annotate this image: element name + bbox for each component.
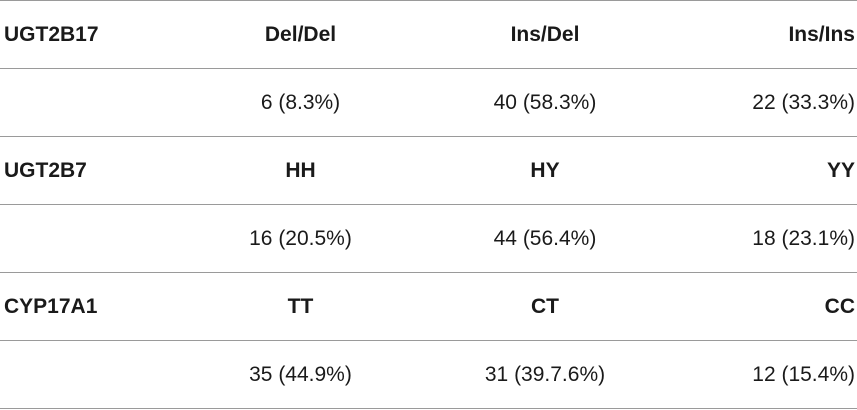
genotype-header-3: CC	[824, 294, 855, 318]
genotype-header-1: HH	[285, 158, 316, 182]
table-row-cyp17a1-header: CYP17A1 TT CT CC	[0, 272, 857, 340]
table-row-ugt2b17-header: UGT2B17 Del/Del Ins/Del Ins/Ins	[0, 0, 857, 68]
genotype-count-3: 18 (23.1%)	[752, 226, 855, 250]
genotype-count-2: 31 (39.7.6%)	[484, 362, 606, 386]
gene-name: UGT2B17	[4, 22, 99, 46]
genotype-header-2: CT	[531, 294, 559, 318]
table-row-ugt2b7-header: UGT2B7 HH HY YY	[0, 136, 857, 204]
genotype-count-1: 6 (8.3%)	[260, 90, 341, 114]
table-row-ugt2b17-values: 6 (8.3%) 40 (58.3%) 22 (33.3%)	[0, 68, 857, 136]
table-row-cyp17a1-values: 35 (44.9%) 31 (39.7.6%) 12 (15.4%)	[0, 340, 857, 409]
genotype-header-3: YY	[826, 158, 855, 182]
genotype-count-2: 44 (56.4%)	[493, 226, 597, 250]
genotype-count-3: 22 (33.3%)	[752, 90, 855, 114]
gene-name: CYP17A1	[4, 294, 98, 318]
genotype-header-1: TT	[287, 294, 314, 318]
genotype-count-1: 35 (44.9%)	[249, 362, 352, 386]
genotype-header-3: Ins/Ins	[788, 22, 855, 46]
table-row-ugt2b7-values: 16 (20.5%) 44 (56.4%) 18 (23.1%)	[0, 204, 857, 272]
genotype-header-1: Del/Del	[264, 22, 337, 46]
gene-name: UGT2B7	[4, 158, 87, 182]
genotype-count-3: 12 (15.4%)	[752, 362, 855, 386]
genotype-header-2: Ins/Del	[510, 22, 580, 46]
genotype-header-2: HY	[530, 158, 560, 182]
genotype-count-2: 40 (58.3%)	[493, 90, 597, 114]
genotype-count-1: 16 (20.5%)	[249, 226, 352, 250]
